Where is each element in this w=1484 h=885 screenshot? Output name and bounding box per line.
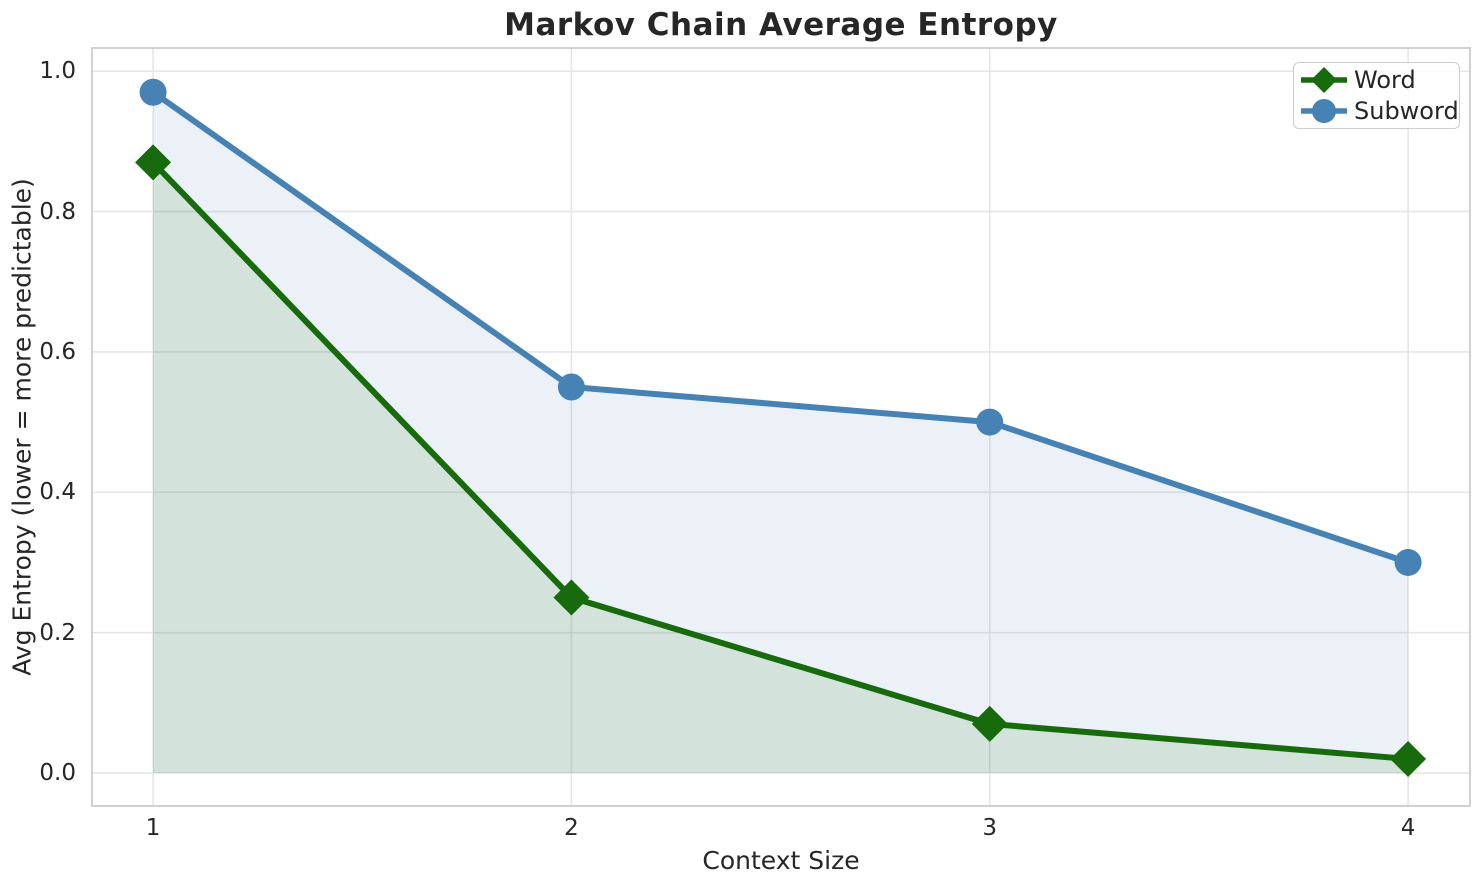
- subword-circle-marker-icon: [1301, 98, 1347, 123]
- x-tick-label: 3: [982, 815, 998, 841]
- x-tick-label: 1: [145, 815, 161, 841]
- word-diamond-marker-icon: [1301, 67, 1347, 94]
- subword-line: [150, 89, 1412, 566]
- subword-marker: [976, 408, 1004, 436]
- subword-marker: [1394, 548, 1422, 576]
- y-tick-label: 0.4: [39, 479, 76, 506]
- word-marker: [135, 144, 172, 181]
- x-axis-label: Context Size: [702, 846, 860, 875]
- legend-item-word: Word: [1301, 65, 1453, 96]
- legend-item-subword: Subword: [1301, 96, 1459, 127]
- plot-border: [91, 47, 1471, 807]
- y-tick-label: 1.0: [39, 58, 76, 85]
- subword-marker: [557, 373, 585, 401]
- word-marker: [553, 579, 590, 616]
- word-marker: [971, 705, 1008, 742]
- legend-label-word: Word: [1354, 66, 1416, 95]
- y-tick-label: 0.0: [39, 760, 76, 786]
- y-axis-label: Avg Entropy (lower = more predictable): [7, 178, 37, 676]
- legend: Word Subword: [1293, 62, 1460, 129]
- word-marker: [1390, 740, 1427, 777]
- legend-label-subword: Subword: [1354, 96, 1459, 125]
- y-tick-label: 0.8: [39, 198, 76, 225]
- y-tick-label: 0.2: [39, 619, 76, 646]
- subword-marker: [139, 78, 167, 106]
- word-area-fill: [153, 162, 1409, 774]
- y-tick-label: 0.6: [39, 338, 76, 365]
- chart-title: Markov Chain Average Entropy: [504, 7, 1058, 43]
- x-tick-label: 2: [564, 815, 579, 841]
- x-tick-label: 4: [1400, 815, 1416, 841]
- word-line: [150, 159, 1412, 762]
- subword-area-fill: [153, 92, 1409, 774]
